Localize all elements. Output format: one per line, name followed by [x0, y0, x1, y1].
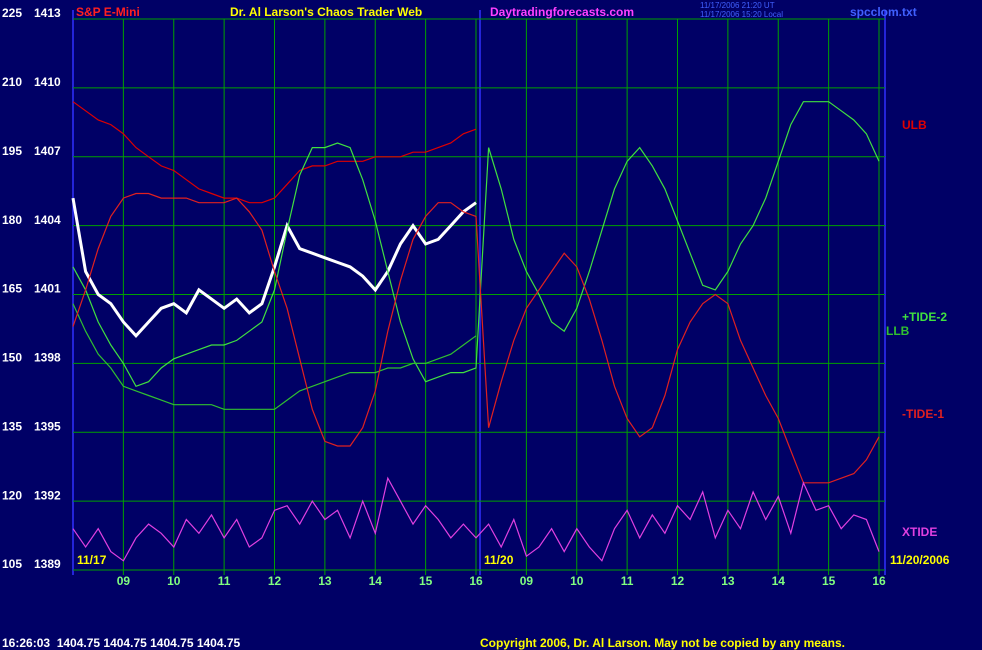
x-tick-label: 12 [671, 574, 685, 588]
x-tick-label: 16 [469, 574, 483, 588]
legend-entry: -TIDE-1 [902, 407, 944, 421]
x-tick-label: 09 [520, 574, 534, 588]
x-tick-label: 14 [772, 574, 786, 588]
series-line [71, 197, 477, 339]
y2-tick-label: 1407 [34, 144, 61, 158]
timestamp: 11/17/2006 21:20 UT [700, 1, 775, 10]
x-tick-label: 10 [570, 574, 584, 588]
y2-tick-label: 1389 [34, 557, 61, 571]
y2-tick-label: 1401 [34, 282, 61, 296]
status: 16:26:03 1404.75 1404.75 1404.75 1404.75 [2, 636, 241, 650]
y2-tick-label: 1398 [34, 351, 61, 365]
x-tick-label: 15 [419, 574, 433, 588]
y-tick-label: 105 [2, 557, 22, 571]
y-tick-label: 135 [2, 419, 22, 433]
y-tick-label: 225 [2, 6, 22, 20]
series-line [72, 476, 880, 562]
y2-tick-label: 1395 [34, 419, 61, 433]
series-line [72, 101, 880, 388]
x-tick-label: 11 [218, 574, 231, 588]
file-name: spcclom.txt [850, 5, 917, 19]
x-tick-label: 13 [721, 574, 735, 588]
y2-tick-label: 1392 [34, 488, 61, 502]
y2-tick-label: 1410 [34, 75, 61, 89]
legend-entry: XTIDE [902, 525, 937, 539]
timestamp: 11/17/2006 15:20 Local [700, 10, 783, 19]
legend-entry: LLB [886, 324, 910, 338]
y-tick-label: 180 [2, 213, 22, 227]
y-tick-label: 165 [2, 282, 22, 296]
x-tick-label: 10 [167, 574, 181, 588]
x-tick-label: 15 [822, 574, 836, 588]
y-tick-label: 210 [2, 75, 22, 89]
day-label: 11/17 [77, 553, 107, 567]
series-line [72, 101, 477, 204]
y-tick-label: 195 [2, 144, 22, 158]
x-tick-label: 09 [117, 574, 131, 588]
x-tick-label: 11 [621, 574, 634, 588]
y-tick-label: 150 [2, 351, 22, 365]
legend-entry: +TIDE-2 [902, 310, 947, 324]
x-tick-label: 12 [268, 574, 282, 588]
copyright: Copyright 2006, Dr. Al Larson. May not b… [480, 636, 845, 650]
y2-tick-label: 1413 [34, 6, 61, 20]
symbol: S&P E-Mini [76, 5, 140, 19]
series-line [72, 192, 880, 484]
chart-title: Dr. Al Larson's Chaos Trader Web [230, 5, 422, 19]
x-tick-label: 14 [369, 574, 383, 588]
day-label: 11/20 [484, 553, 514, 567]
series-line [72, 303, 477, 410]
x-tick-label: 16 [872, 574, 886, 588]
y-tick-label: 120 [2, 488, 22, 502]
legend-entry: ULB [902, 118, 927, 132]
website: Daytradingforecasts.com [490, 5, 634, 19]
y2-tick-label: 1404 [34, 213, 61, 227]
day-label: 11/20/2006 [890, 553, 950, 567]
x-tick-label: 13 [318, 574, 332, 588]
